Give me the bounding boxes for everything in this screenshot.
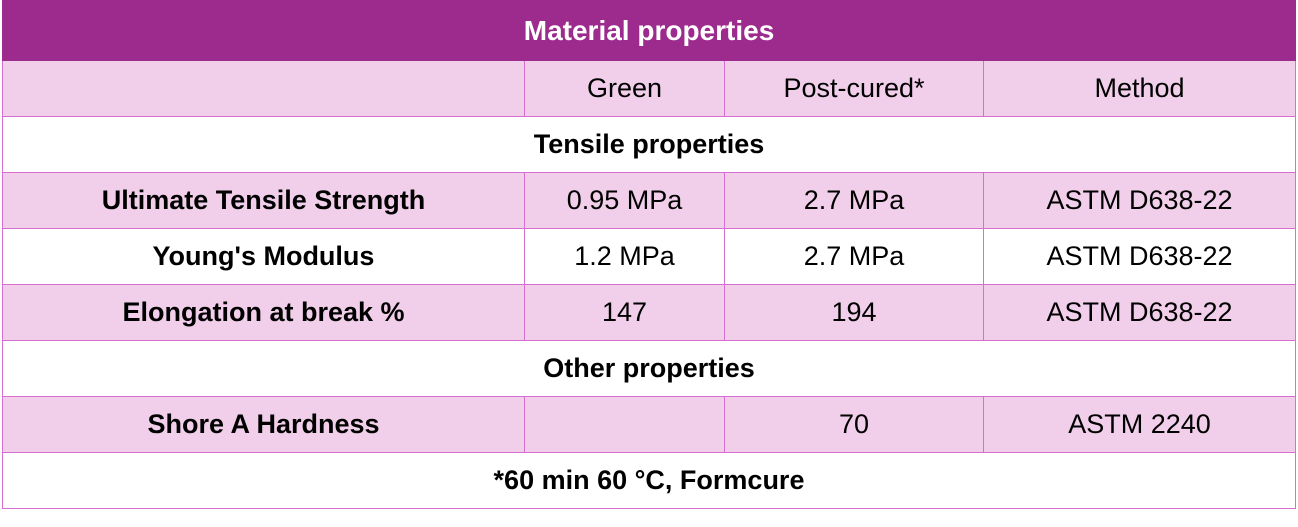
method-value: ASTM 2240	[982, 396, 1297, 453]
table-title: Material properties	[1, 0, 1297, 61]
section-title-tensile: Tensile properties	[1, 116, 1297, 173]
title-row: Material properties	[1, 0, 1297, 61]
green-value	[524, 396, 725, 453]
green-value: 0.95 MPa	[524, 172, 725, 229]
header-green: Green	[524, 60, 725, 117]
footnote-row: *60 min 60 °C, Formcure	[1, 452, 1297, 509]
property-name: Shore A Hardness	[2, 396, 525, 453]
column-header-row: Green Post-cured* Method	[2, 60, 1297, 117]
footnote: *60 min 60 °C, Formcure	[1, 452, 1297, 509]
table-row: Ultimate Tensile Strength 0.95 MPa 2.7 M…	[2, 172, 1297, 229]
table-row: Shore A Hardness 70 ASTM 2240	[2, 396, 1297, 453]
green-value: 1.2 MPa	[524, 228, 725, 285]
section-title-other: Other properties	[1, 340, 1297, 397]
method-value: ASTM D638-22	[982, 284, 1297, 341]
post-cured-value: 194	[724, 284, 984, 341]
method-value: ASTM D638-22	[982, 228, 1297, 285]
section-row-other: Other properties	[1, 340, 1297, 397]
table-row: Young's Modulus 1.2 MPa 2.7 MPa ASTM D63…	[2, 228, 1297, 285]
material-properties-table: Material properties Green Post-cured* Me…	[1, 0, 1297, 509]
header-blank-cell	[2, 60, 525, 117]
post-cured-value: 70	[724, 396, 984, 453]
section-row-tensile: Tensile properties	[1, 116, 1297, 173]
header-method: Method	[982, 60, 1297, 117]
property-name: Ultimate Tensile Strength	[2, 172, 525, 229]
header-post-cured: Post-cured*	[724, 60, 984, 117]
table-row: Elongation at break % 147 194 ASTM D638-…	[2, 284, 1297, 341]
post-cured-value: 2.7 MPa	[724, 228, 984, 285]
property-name: Elongation at break %	[2, 284, 525, 341]
method-value: ASTM D638-22	[982, 172, 1297, 229]
post-cured-value: 2.7 MPa	[724, 172, 984, 229]
green-value: 147	[524, 284, 725, 341]
property-name: Young's Modulus	[2, 228, 525, 285]
